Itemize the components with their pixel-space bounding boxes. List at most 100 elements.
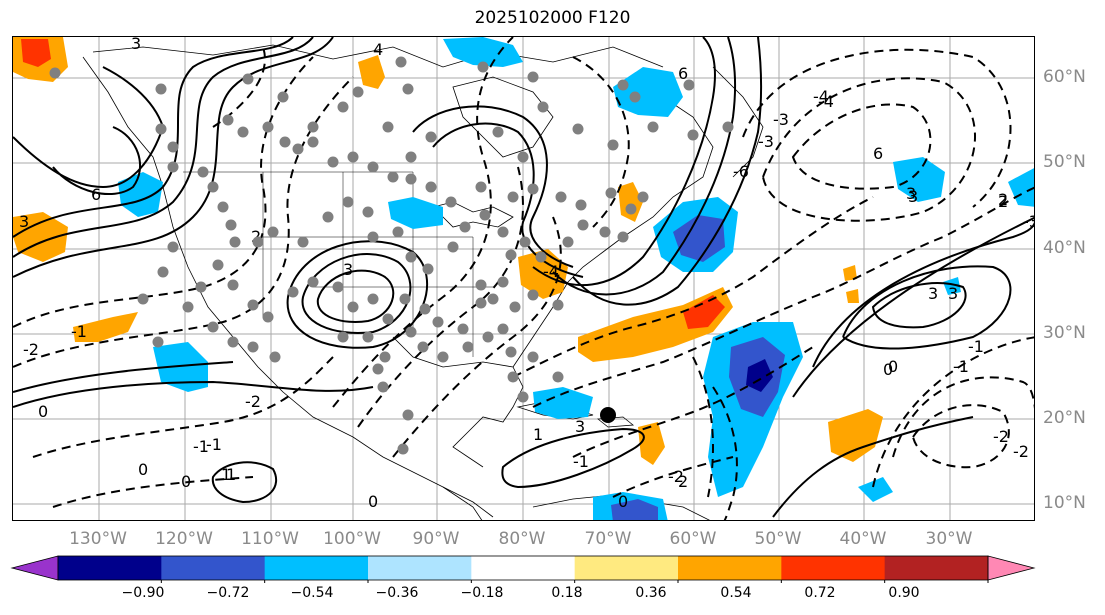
contour-dashed [52, 476, 254, 508]
station-dot [377, 381, 389, 393]
station-dot [555, 191, 567, 203]
station-dot [307, 121, 319, 133]
contour-label: 0 [883, 360, 893, 379]
contour-label: 0 [618, 492, 628, 511]
contour-dashed [572, 346, 814, 458]
red-region-pacific-nw [21, 39, 51, 67]
station-dot [137, 293, 149, 305]
contour-solid [552, 37, 737, 296]
lat-label-10n: 10°N [1043, 493, 1086, 513]
station-dot [222, 114, 234, 126]
station-dot [362, 206, 374, 218]
colorbar-tick-label: 0.90 [888, 585, 920, 601]
contour-solid [432, 122, 584, 278]
colorbar-extend-low [10, 555, 59, 581]
colorbar-segment [884, 556, 989, 580]
station-dot [437, 351, 449, 363]
contour-label: 3 [906, 184, 916, 203]
station-dot [497, 323, 509, 335]
station-dot [505, 249, 517, 261]
contour-label: -2 [993, 427, 1009, 446]
station-dot [497, 226, 509, 238]
lon-label-120w: 120°W [155, 529, 213, 549]
contour-dashed [532, 186, 1034, 408]
station-dot [577, 219, 589, 231]
orange-region-small-2 [846, 289, 859, 303]
station-dot [607, 139, 619, 151]
colorbar-tick-label: −0.72 [206, 585, 250, 601]
contour-dashed [572, 56, 630, 228]
contour-label: -2 [668, 467, 684, 486]
central-america [442, 486, 483, 520]
station-dot [722, 121, 734, 133]
station-dot [552, 299, 564, 311]
contour-label: 3 [948, 284, 958, 303]
station-dot [687, 129, 699, 141]
lon-label-90w: 90°W [412, 529, 460, 549]
contour-label: 2 [998, 192, 1008, 211]
station-dot [395, 56, 407, 68]
blue-region-atlantic-dark [746, 359, 773, 392]
station-dot [157, 266, 169, 278]
contour-dashed [357, 166, 524, 428]
contour-dashed [32, 356, 334, 458]
lon-label-40w: 40°W [839, 529, 887, 549]
contour-label: 2 [998, 190, 1008, 209]
contour-label: 0 [888, 357, 898, 376]
station-dot [399, 293, 411, 305]
colorbar [10, 555, 1036, 583]
station-dot [537, 101, 549, 113]
station-dot [519, 236, 531, 248]
station-dot [195, 281, 207, 293]
colorbar-segment [368, 556, 472, 580]
station-dot [605, 187, 617, 199]
station-dot [497, 276, 509, 288]
contour-dashed [612, 456, 734, 498]
contour-label: -3 [773, 110, 789, 129]
station-dot [292, 143, 304, 155]
station-dot [425, 181, 437, 193]
orange-region-pacific-sw [73, 312, 138, 342]
station-dot [683, 79, 695, 91]
colorbar-tick-label: −0.36 [375, 585, 419, 601]
station-dot [197, 166, 209, 178]
contour-solid [842, 265, 1012, 350]
contour-label: 0 [38, 402, 48, 421]
contour-solid [812, 222, 1034, 368]
blue-region-hudson [443, 37, 523, 67]
station-dot [247, 341, 259, 353]
station-dot [562, 236, 574, 248]
station-dot [212, 259, 224, 271]
contour-solid [316, 269, 395, 323]
station-dot [517, 151, 529, 163]
contour-label: 0 [368, 492, 378, 511]
colorbar-tick-label: −0.18 [460, 585, 504, 601]
station-dot [432, 316, 444, 328]
contour-label: 6 [678, 64, 688, 83]
contour-label: 3 [19, 212, 29, 231]
contour-dashed [512, 196, 874, 378]
colorbar-segment [471, 556, 576, 580]
station-dot [402, 83, 414, 95]
station-dot [347, 151, 359, 163]
lat-label-20n: 20°N [1043, 408, 1086, 428]
contour-solid [13, 66, 165, 189]
station-dot [617, 231, 629, 243]
red-region-atlantic-band [683, 295, 725, 329]
contour-label: -1 [71, 322, 87, 341]
contour-label: 3 [575, 417, 585, 436]
station-dot [517, 391, 529, 403]
contour-label: -4 [818, 92, 834, 111]
station-dot [182, 301, 194, 313]
contour-label: -2 [1013, 442, 1029, 461]
station-dot [445, 196, 457, 208]
station-dot [647, 121, 659, 133]
station-dot [167, 161, 179, 173]
contour-solid [772, 416, 974, 518]
contour-solid [412, 105, 574, 268]
contour-dashed [692, 356, 714, 498]
station-dot [599, 226, 611, 238]
station-dot [367, 231, 379, 243]
blue-region-small-e [943, 277, 961, 295]
contour-label: -1 [573, 452, 589, 471]
